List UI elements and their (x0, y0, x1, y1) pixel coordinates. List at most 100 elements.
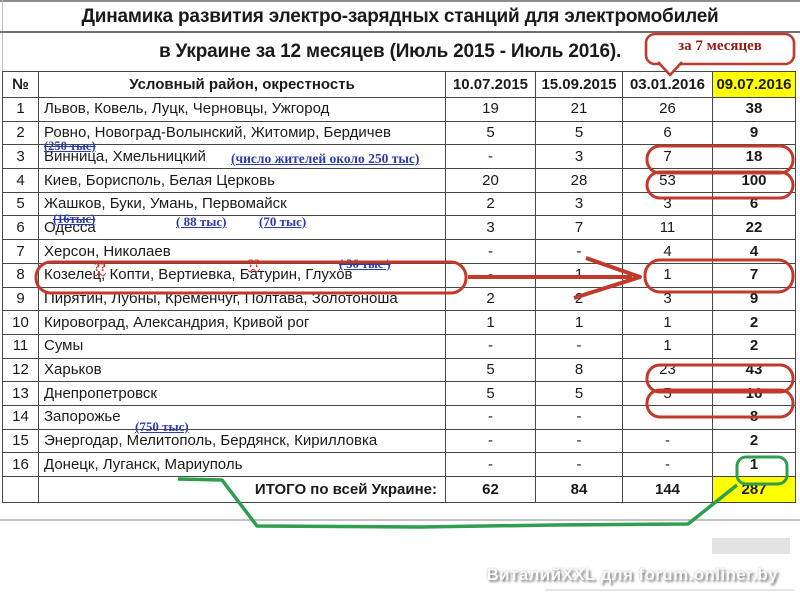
total-value-1: 62 (445, 476, 536, 503)
sheet-bottom-line (0, 519, 800, 521)
value-cell-date2: - (535, 239, 623, 264)
value-cell-date3: - (622, 428, 713, 454)
value-cell-date2: 7 (535, 215, 623, 241)
value-cell-date3: - (622, 452, 713, 477)
table-row: 13 Днепропетровск 5 5 5 16 (2, 381, 796, 406)
header-row: № Условный район, окрестность 10.07.2015… (2, 71, 796, 98)
value-cell-date3: - (622, 404, 713, 430)
row-number-cell: 9 (2, 286, 39, 312)
value-cell-date2: 3 (535, 144, 623, 170)
col-header-date2: 15.09.2015 (535, 71, 623, 98)
watermark-text: ВиталийXXL для forum.onliner.by (486, 565, 778, 584)
value-cell-date4: 1 (712, 452, 796, 477)
table-row: 9 Пирятин, Лубны, Кременчуг, Полтава, Зо… (2, 286, 796, 312)
table-row: 6 Одесса 3 7 11 22 (2, 215, 796, 241)
note-population-36k: ( 36 тыс ) (339, 257, 391, 271)
value-cell-date2: 8 (535, 357, 623, 383)
district-cell: Днепропетровск (38, 381, 446, 406)
table-body: 1 Львов, Ковель, Луцк, Черновцы, Ужгород… (2, 97, 796, 477)
table-header: № Условный район, окрестность 10.07.2015… (2, 71, 796, 98)
page-title-line2: в Украине за 12 месяцев (Июль 2015 - Июл… (158, 41, 622, 62)
value-cell-date2: 2 (535, 286, 623, 312)
row-number-cell: 14 (2, 404, 39, 430)
value-cell-date3: 1 (622, 333, 713, 359)
row-number-cell: 4 (2, 168, 39, 193)
total-value-3: 144 (622, 476, 713, 503)
title-divider-line (0, 31, 800, 33)
value-cell-date1: 19 (445, 97, 536, 122)
district-cell: Сумы (38, 333, 446, 359)
value-cell-date1: 3 (445, 215, 536, 241)
district-cell: Львов, Ковель, Луцк, Черновцы, Ужгород (38, 97, 446, 122)
value-cell-date2: - (535, 428, 623, 454)
value-cell-date4: 7 (712, 262, 796, 288)
value-cell-date1: 5 (445, 120, 536, 146)
row-number-cell: 3 (2, 144, 39, 170)
value-cell-date3: 26 (622, 97, 713, 122)
total-num-cell (2, 476, 39, 503)
value-cell-date4: 16 (712, 381, 796, 406)
row-number-cell: 2 (2, 120, 39, 146)
value-cell-date1: - (445, 333, 536, 359)
value-cell-date1: 2 (445, 191, 536, 217)
value-cell-date2: - (535, 452, 623, 477)
value-cell-date2: 1 (535, 310, 623, 335)
district-cell: Одесса (38, 215, 446, 241)
row-number-cell: 16 (2, 452, 39, 477)
note-population-16k: (16тыс) (53, 212, 96, 226)
value-cell-date1: - (445, 262, 536, 288)
col-header-date4-highlighted: 09.07.2016 (712, 71, 796, 98)
row-number-cell: 6 (2, 215, 39, 241)
value-cell-date4: 2 (712, 428, 796, 454)
stations-table: № Условный район, окрестность 10.07.2015… (2, 71, 796, 503)
value-cell-date1: - (445, 404, 536, 430)
value-cell-date1: - (445, 428, 536, 454)
sheet-left-line (2, 0, 3, 71)
value-cell-date1: 5 (445, 381, 536, 406)
district-cell: Ровно, Новоград-Волынский, Житомир, Берд… (38, 120, 446, 146)
row-number-cell: 15 (2, 428, 39, 454)
value-cell-date4: 9 (712, 286, 796, 312)
page-title-line1-text: Динамика развития электро-зарядных станц… (71, 6, 729, 27)
page-title-line1: Динамика развития электро-зарядных станц… (0, 5, 800, 29)
table-row: 2 Ровно, Новоград-Волынский, Житомир, Бе… (2, 120, 796, 146)
row-number-cell: 12 (2, 357, 39, 383)
row-number-cell: 7 (2, 239, 39, 264)
table-footer: ИТОГО по всей Украине: 62 84 144 287 (2, 476, 796, 503)
value-cell-date2: - (535, 404, 623, 430)
value-cell-date3: 5 (622, 381, 713, 406)
value-cell-date3: 11 (622, 215, 713, 241)
note-population-88k: ( 88 тыс) (176, 214, 227, 229)
value-cell-date2: 28 (535, 168, 623, 193)
note-question-marks-1: ?? (94, 260, 106, 274)
value-cell-date4: 38 (712, 97, 796, 122)
district-cell: Жашков, Буки, Умань, Первомайск (38, 191, 446, 217)
total-label: ИТОГО по всей Украине: (38, 476, 446, 503)
row-number-cell: 10 (2, 310, 39, 335)
district-cell: Пирятин, Лубны, Кременчуг, Полтава, Золо… (38, 286, 446, 312)
district-cell: Донецк, Луганск, Мариуполь (38, 452, 446, 477)
table-row: 7 Херсон, Николаев - - 4 4 (2, 239, 796, 264)
value-cell-date3: 7 (622, 144, 713, 170)
value-cell-date2: 3 (535, 191, 623, 217)
district-cell: Киев, Борисполь, Белая Церковь (38, 168, 446, 193)
table-row: 15 Энергодар, Мелитополь, Бердянск, Кири… (2, 428, 796, 454)
table-row: 4 Киев, Борисполь, Белая Церковь 20 28 5… (2, 168, 796, 193)
value-cell-date2: 21 (535, 97, 623, 122)
note-population-750k: (750 тыс) (135, 419, 189, 434)
col-header-date3: 03.01.2016 (622, 71, 713, 98)
value-cell-date4: 22 (712, 215, 796, 241)
value-cell-date4: 4 (712, 239, 796, 264)
col-header-date1: 10.07.2015 (445, 71, 536, 98)
value-cell-date4: 8 (712, 404, 796, 430)
value-cell-date3: 3 (622, 191, 713, 217)
row-number-cell: 11 (2, 333, 39, 359)
table-row: 14 Запорожье - - - 8 (2, 404, 796, 430)
district-cell: Энергодар, Мелитополь, Бердянск, Кирилло… (38, 428, 446, 454)
value-cell-date1: - (445, 452, 536, 477)
value-cell-date1: - (445, 144, 536, 170)
value-cell-date1: 5 (445, 357, 536, 383)
value-cell-date4: 18 (712, 144, 796, 170)
row-number-cell: 8 (2, 262, 39, 288)
sheet-top-line (0, 0, 800, 2)
